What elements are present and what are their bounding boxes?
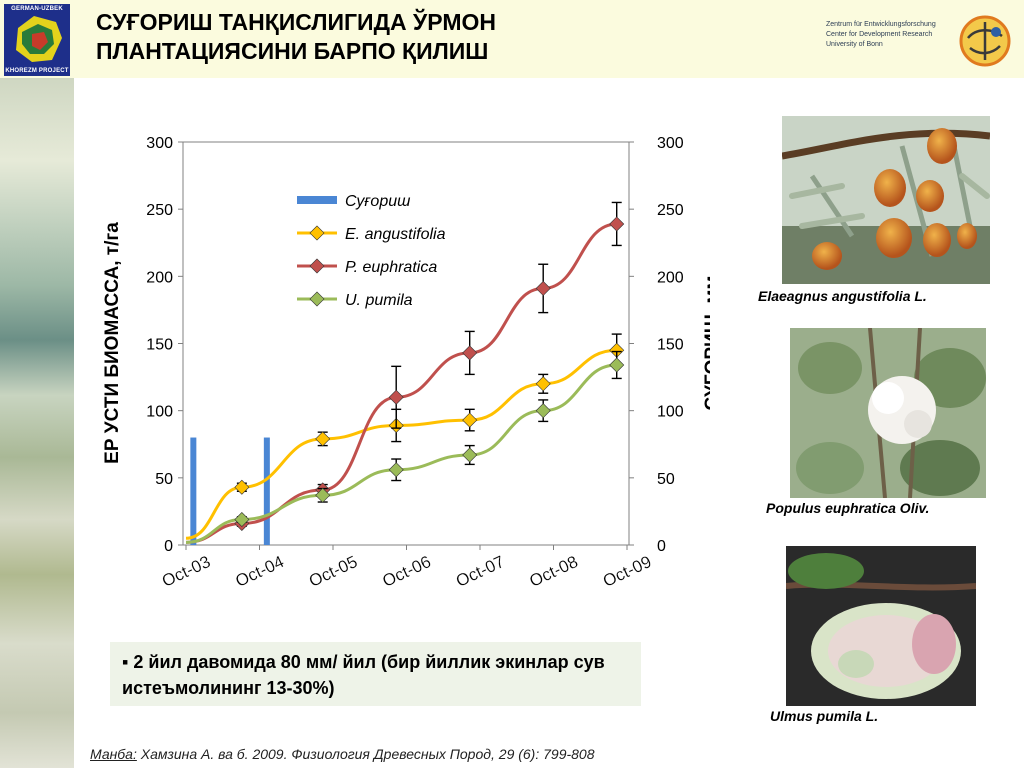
legend: Суғориш E. angustifolia P. euphratica U. pu…	[297, 193, 446, 309]
irrigation-bar	[263, 437, 270, 545]
legend-label-irrigation: Суғориш	[345, 193, 410, 210]
irrigation-bar	[190, 437, 197, 545]
german-uzbek-khorezm-logo: GERMAN-UZBEK KHOREZM PROJECT	[4, 4, 70, 76]
x-tick-label: Oct-05	[306, 552, 360, 591]
y2-axis-title: СУҒОРИШ, мм	[702, 276, 710, 411]
y2-tick-label: 300	[657, 135, 684, 152]
series-point-2	[234, 511, 250, 527]
ulmus-photo	[786, 546, 976, 706]
series-line-2	[185, 363, 617, 544]
source-text: Хамзина А. ва б. 2009. Физиология Древес…	[136, 746, 595, 762]
x-tick-label: Oct-07	[453, 552, 507, 591]
legend-label: U. pumila	[345, 292, 413, 309]
series-point-2	[609, 357, 625, 373]
x-tick-label: Oct-09	[600, 552, 654, 591]
series-point-2	[315, 487, 331, 503]
y-axis-title: ЕР УСТИ БИОМАССА, т/га	[102, 222, 123, 464]
legend-label: P. euphratica	[345, 259, 437, 276]
series-point-1	[535, 280, 551, 296]
y2-tick-label: 150	[657, 337, 684, 354]
legend-swatch-marker	[309, 291, 325, 307]
biomass-irrigation-chart: 0 0 50 50 100 100 150 150 200 200 250 250 300 300 Oct…	[102, 135, 710, 591]
y2-tick-label: 200	[657, 269, 684, 286]
x-axis-ticks: Oct-03 Oct-04 Oct-05 Oct-06 Oct-07 Oct-08 Oct-…	[159, 545, 654, 591]
species-label-elaeagnus: Elaeagnus angustifolia L.	[758, 288, 927, 304]
zef-line-2: Center for Development Research	[826, 31, 933, 38]
landscape-strip-photo	[0, 78, 74, 768]
zef-line-3: University of Bonn	[826, 41, 883, 48]
irrigation-bars	[190, 437, 270, 545]
series-lines	[185, 201, 625, 544]
y2-tick-label: 0	[657, 538, 666, 555]
y2-tick-label: 250	[657, 202, 684, 219]
legend-swatch-irrigation	[297, 196, 337, 204]
khorezm-map-icon	[16, 16, 62, 62]
x-tick-label: Oct-03	[159, 552, 213, 591]
series-point-0	[462, 412, 478, 428]
slide-title: СУҒОРИШ ТАНҚИСЛИГИДА ЎРМОН ПЛАНТАЦИЯСИНИ…	[96, 8, 736, 66]
y-axis-ticks: 0 0 50 50 100 100 150 150 200 200 250 250 300 300	[146, 135, 684, 555]
series-point-1	[462, 345, 478, 361]
species-label-ulmus: Ulmus pumila L.	[770, 708, 879, 724]
y2-tick-label: 100	[657, 404, 684, 421]
y2-tick-label: 50	[657, 471, 675, 488]
species-label-populus: Populus euphratica Oliv.	[766, 500, 930, 516]
series-point-1	[388, 389, 404, 405]
series-point-2	[388, 462, 404, 478]
y-tick-label: 50	[155, 471, 173, 488]
title-line-2: ПЛАНТАЦИЯСИНИ БАРПО ҚИЛИШ	[96, 38, 489, 64]
series-point-1	[609, 216, 625, 232]
zef-text-block: Zentrum für Entwicklungsforschung Center…	[826, 20, 961, 50]
y-tick-label: 300	[146, 135, 173, 152]
legend-swatch-marker	[309, 225, 325, 241]
series-point-0	[315, 431, 331, 447]
series-point-2	[535, 403, 551, 419]
x-tick-label: Oct-08	[527, 552, 581, 591]
populus-photo	[790, 328, 986, 498]
title-band	[0, 0, 1024, 78]
zef-line-1: Zentrum für Entwicklungsforschung	[826, 21, 936, 28]
y-tick-label: 150	[146, 337, 173, 354]
y-tick-label: 200	[146, 269, 173, 286]
source-prefix: Манба:	[90, 746, 137, 762]
y-tick-label: 250	[146, 202, 173, 219]
legend-swatch-marker	[309, 258, 325, 274]
callout-text: ▪ 2 йил давомида 80 мм/ йил (бир йиллик …	[122, 652, 605, 698]
series-point-0	[609, 342, 625, 358]
x-tick-label: Oct-06	[380, 552, 434, 591]
title-line-1: СУҒОРИШ ТАНҚИСЛИГИДА ЎРМОН	[96, 9, 496, 35]
series-line-0	[185, 348, 617, 540]
y-tick-label: 0	[164, 538, 173, 555]
logo-caption-top: GERMAN-UZBEK	[11, 6, 63, 12]
elaeagnus-photo	[782, 116, 990, 284]
series-point-0	[234, 479, 250, 495]
series-point-0	[535, 376, 551, 392]
irrigation-callout-box: ▪ 2 йил давомида 80 мм/ йил (бир йиллик …	[110, 642, 641, 706]
series-point-2	[462, 447, 478, 463]
logo-caption-bottom: KHOREZM PROJECT	[5, 68, 69, 74]
y-tick-label: 100	[146, 404, 173, 421]
source-citation: Манба: Хамзина А. ва б. 2009. Физиология…	[90, 746, 595, 762]
legend-label: E. angustifolia	[345, 226, 446, 243]
x-tick-label: Oct-04	[233, 552, 287, 591]
zef-globe-logo-icon	[959, 15, 1011, 67]
